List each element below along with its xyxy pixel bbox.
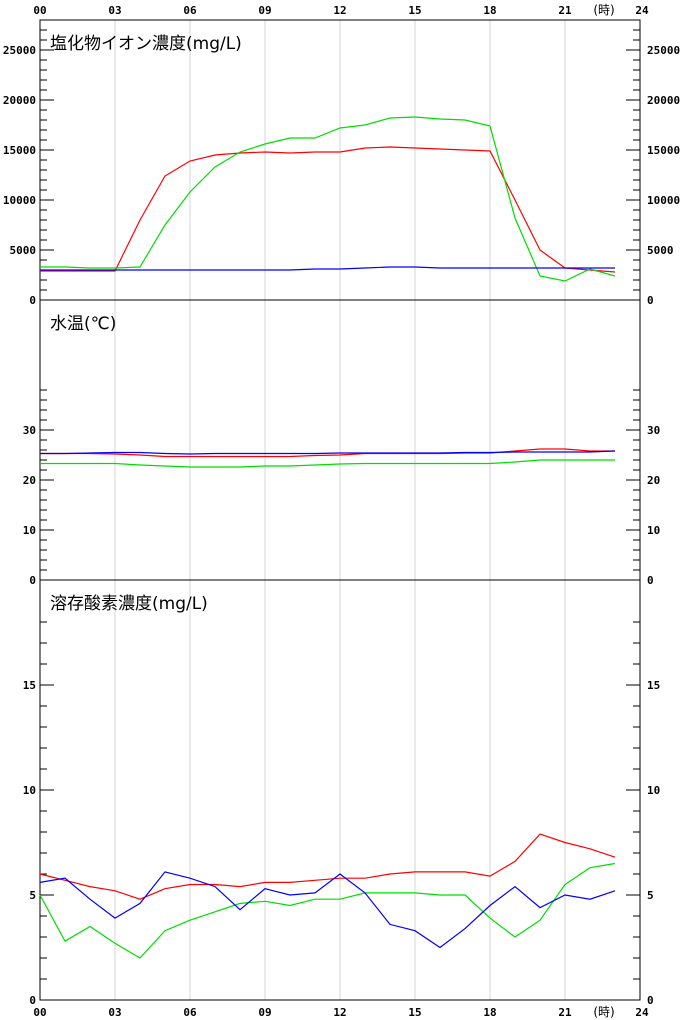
x-unit-label-top: (時): [593, 3, 614, 17]
y-tick-label-left: 10: [23, 784, 36, 797]
y-tick-label-right: 5: [647, 889, 654, 902]
panel-title: 溶存酸素濃度(mg/L): [50, 594, 208, 614]
x-tick-label-top: 09: [258, 4, 271, 17]
y-tick-label-right: 20: [647, 474, 660, 487]
x-tick-label-bottom: 18: [483, 1006, 496, 1019]
y-tick-label-right: 15: [647, 679, 660, 692]
x-tick-label-bottom: 00: [33, 1006, 46, 1019]
y-tick-label-right: 30: [647, 424, 660, 437]
y-tick-label-right: 0: [647, 294, 654, 307]
y-tick-label-left: 10: [23, 524, 36, 537]
series-line-2-0: [39, 833, 616, 900]
x-tick-label-top: 12: [333, 4, 346, 17]
x-tick-label-bottom: 03: [108, 1006, 121, 1019]
x-tick-label-top: 24: [635, 4, 649, 17]
series-line-0-1: [40, 116, 616, 282]
y-tick-label-right: 25000: [647, 44, 680, 57]
x-tick-label-bottom: 21: [558, 1006, 572, 1019]
y-tick-label-left: 0: [29, 574, 36, 587]
y-tick-label-right: 20000: [647, 94, 680, 107]
x-tick-label-bottom: 12: [333, 1006, 346, 1019]
series-line-2-2: [39, 871, 616, 949]
y-tick-label-left: 10000: [3, 194, 36, 207]
y-tick-label-left: 20000: [3, 94, 36, 107]
series-line-2-1: [39, 862, 616, 959]
panel-title: 水温(℃): [50, 314, 116, 334]
series-line-0-0: [40, 146, 616, 273]
x-tick-label-top: 18: [483, 4, 496, 17]
x-tick-label-top: 21: [558, 4, 572, 17]
x-tick-label-bottom: 06: [183, 1006, 197, 1019]
x-tick-label-bottom: 09: [258, 1006, 271, 1019]
y-tick-label-left: 0: [29, 294, 36, 307]
y-tick-label-right: 10: [647, 784, 660, 797]
y-tick-label-left: 15: [23, 679, 36, 692]
y-tick-label-left: 25000: [3, 44, 36, 57]
y-tick-label-left: 20: [23, 474, 36, 487]
x-tick-label-top: 00: [33, 4, 46, 17]
y-tick-label-right: 0: [647, 994, 654, 1007]
series-line-0-2: [40, 266, 615, 271]
x-tick-label-bottom: 24: [635, 1006, 649, 1019]
x-tick-label-top: 03: [108, 4, 121, 17]
grid-layer: [114, 20, 566, 1000]
y-tick-label-right: 10000: [647, 194, 680, 207]
y-tick-label-left: 15000: [3, 144, 36, 157]
x-unit-label-bottom: (時): [593, 1005, 614, 1019]
plot-frame: [39, 19, 641, 1001]
series-line-1-0: [40, 448, 615, 458]
y-tick-label-left: 30: [23, 424, 36, 437]
x-tick-label-top: 06: [183, 4, 197, 17]
y-tick-label-right: 15000: [647, 144, 680, 157]
series-line-1-1: [40, 459, 615, 468]
y-tick-label-right: 5000: [647, 244, 674, 257]
panel-title: 塩化物イオン濃度(mg/L): [50, 34, 242, 54]
y-tick-label-right: 0: [647, 574, 654, 587]
series-layer: [39, 116, 616, 959]
series-line-1-2: [40, 450, 616, 455]
axes-layer: [39, 19, 641, 1001]
x-tick-label-bottom: 15: [408, 1006, 421, 1019]
y-tick-label-left: 5: [29, 889, 36, 902]
y-tick-label-left: 0: [29, 994, 36, 1007]
y-tick-label-left: 5000: [10, 244, 37, 257]
y-tick-label-right: 10: [647, 524, 660, 537]
x-tick-label-top: 15: [408, 4, 421, 17]
